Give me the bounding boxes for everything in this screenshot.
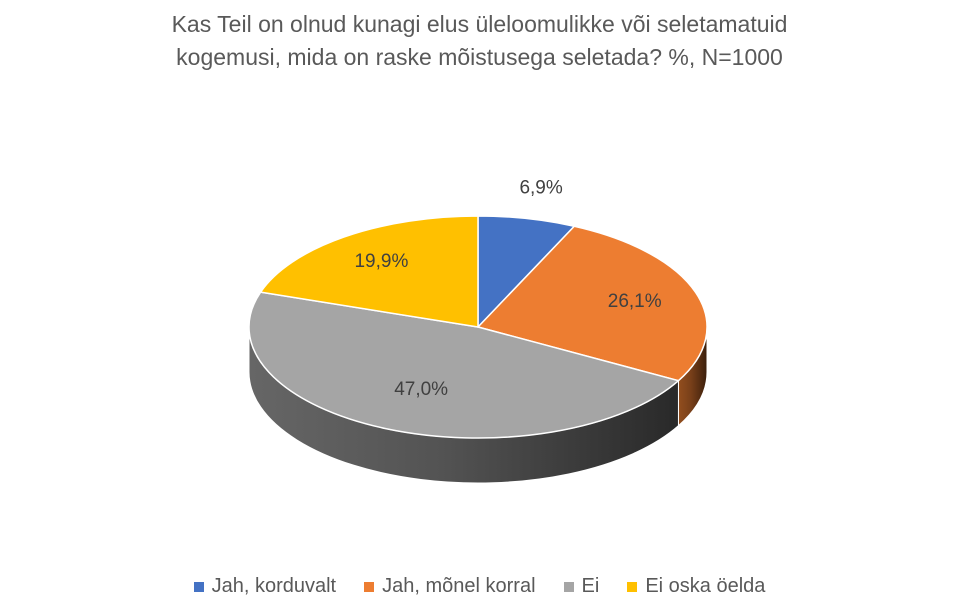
legend-item-ei-oska-elda: Ei oska öelda (627, 575, 765, 598)
data-label-jah-m-nel-korral: 26,1% (608, 291, 662, 312)
legend-item-jah-korduvalt: Jah, korduvalt (193, 575, 337, 598)
data-label-ei-oska-elda: 19,9% (354, 251, 408, 272)
chart-title-line-2: kogemusi, mida on raske mõistusega selet… (176, 44, 783, 70)
legend-label: Jah, korduvalt (211, 575, 337, 597)
chart-title: Kas Teil on olnud kunagi elus üleloomuli… (0, 8, 959, 74)
chart-title-line-1: Kas Teil on olnud kunagi elus üleloomuli… (171, 11, 788, 37)
legend-swatch (364, 581, 375, 592)
pie-slice-ei (248, 291, 680, 439)
legend-swatch (193, 581, 204, 592)
legend-swatch (627, 581, 638, 592)
data-label-jah-korduvalt: 6,9% (519, 177, 562, 198)
legend-label: Jah, mõnel korral (382, 575, 536, 597)
data-label-ei: 47,0% (394, 379, 448, 400)
legend-label: Ei (581, 575, 600, 597)
legend: Jah, korduvalt Jah, mõnel korral Ei Ei oska… (0, 575, 959, 598)
legend-item-jah-m-nel-korral: Jah, mõnel korral (364, 575, 536, 598)
pie-slice-ei-oska-elda (259, 215, 479, 328)
legend-item-ei: Ei (563, 575, 600, 598)
legend-swatch (563, 581, 574, 592)
legend-label: Ei oska öelda (645, 575, 766, 597)
